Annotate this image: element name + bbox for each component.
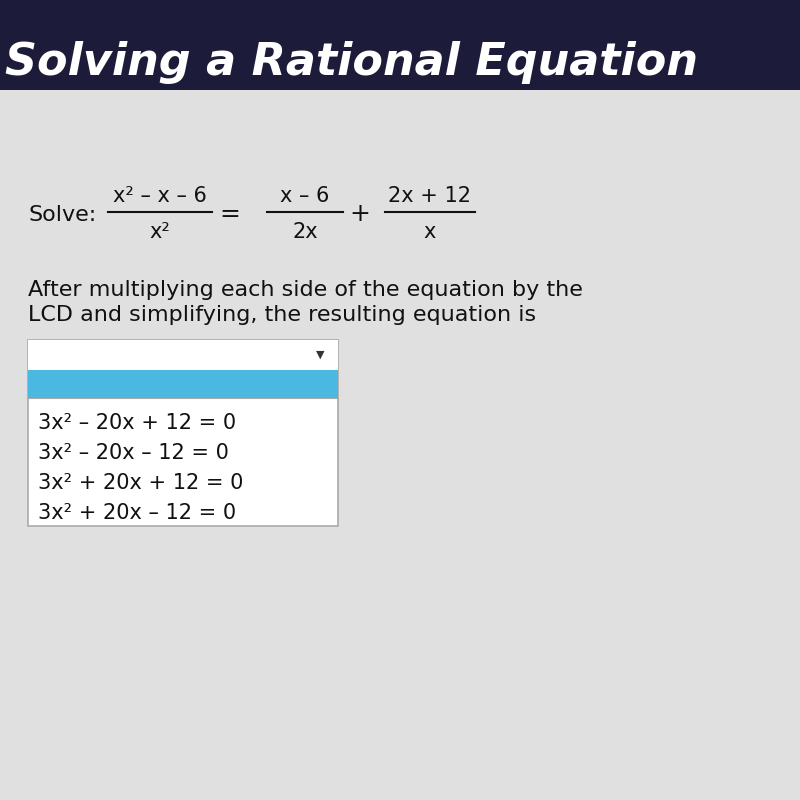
Text: x²: x² <box>150 222 170 242</box>
Text: Solve:: Solve: <box>28 205 96 225</box>
Text: 3x² – 20x + 12 = 0: 3x² – 20x + 12 = 0 <box>38 413 236 433</box>
Text: 2x + 12: 2x + 12 <box>389 186 471 206</box>
FancyBboxPatch shape <box>28 370 338 398</box>
Text: +: + <box>350 202 370 226</box>
FancyBboxPatch shape <box>0 0 800 90</box>
Text: 3x² + 20x + 12 = 0: 3x² + 20x + 12 = 0 <box>38 473 243 493</box>
FancyBboxPatch shape <box>28 340 338 370</box>
Text: 3x² – 20x – 12 = 0: 3x² – 20x – 12 = 0 <box>38 443 229 463</box>
Text: LCD and simplifying, the resulting equation is: LCD and simplifying, the resulting equat… <box>28 305 536 325</box>
FancyBboxPatch shape <box>0 90 800 800</box>
Text: ▼: ▼ <box>316 350 324 360</box>
Text: Solving a Rational Equation: Solving a Rational Equation <box>5 41 698 83</box>
Text: After multiplying each side of the equation by the: After multiplying each side of the equat… <box>28 280 583 300</box>
Text: x² – x – 6: x² – x – 6 <box>113 186 207 206</box>
Text: 2x: 2x <box>292 222 318 242</box>
Text: =: = <box>219 202 241 226</box>
Text: x – 6: x – 6 <box>280 186 330 206</box>
Text: 3x² + 20x – 12 = 0: 3x² + 20x – 12 = 0 <box>38 503 236 523</box>
FancyBboxPatch shape <box>28 340 338 526</box>
Text: x: x <box>424 222 436 242</box>
